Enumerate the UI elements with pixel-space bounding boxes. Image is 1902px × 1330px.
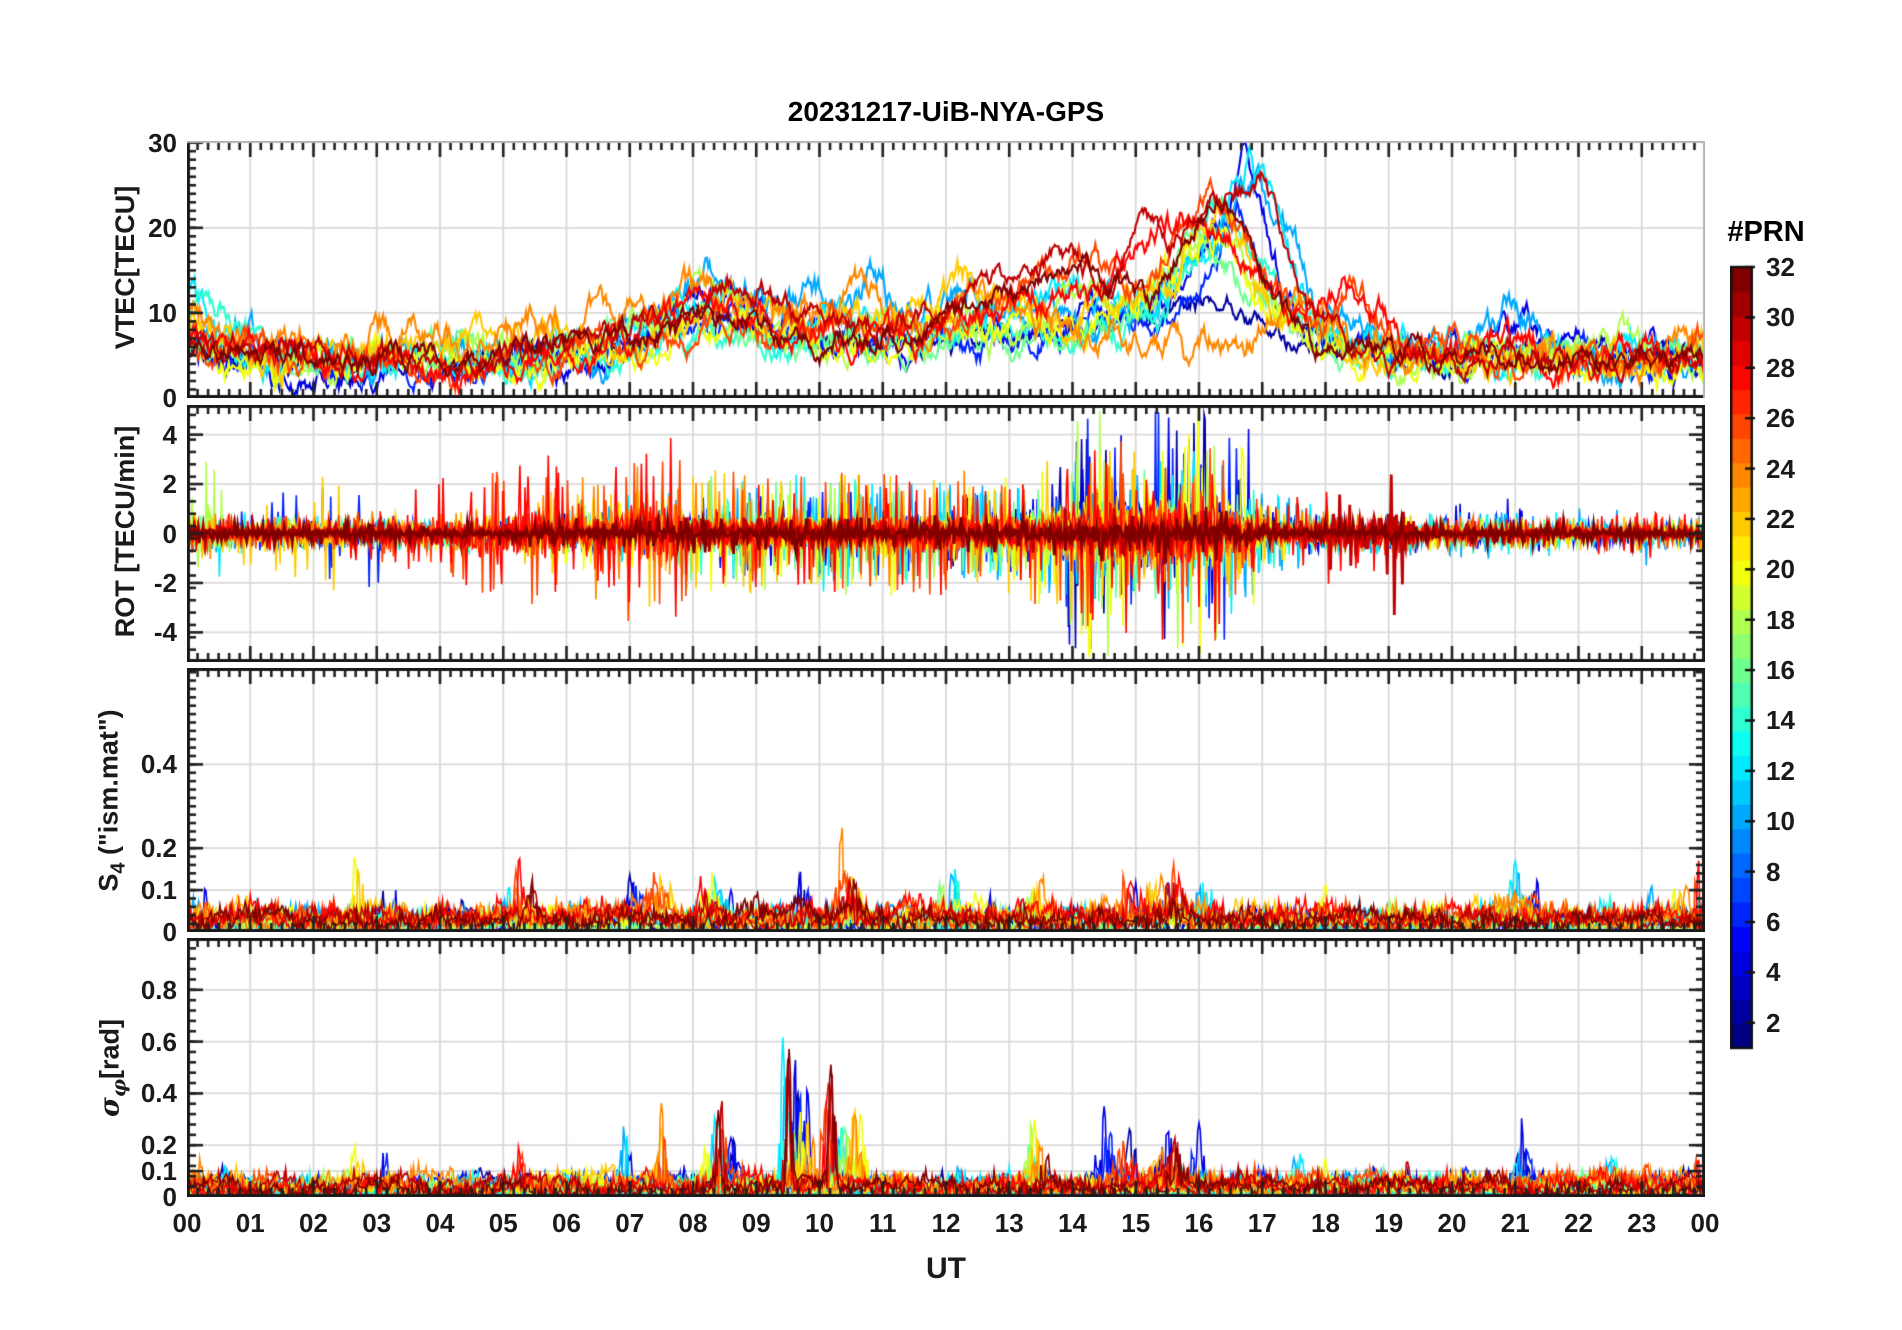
x-tick-label: 08 bbox=[678, 1208, 708, 1238]
x-tick-label: 10 bbox=[805, 1208, 834, 1238]
sigma_phi-y-tick-label: 0.8 bbox=[140, 974, 177, 1005]
x-tick-label: 23 bbox=[1627, 1208, 1657, 1238]
prn-colorbar-tick-label: 24 bbox=[1766, 453, 1795, 484]
prn-colorbar-tick-label: 20 bbox=[1766, 554, 1795, 585]
chart-title: 20231217-UiB-NYA-GPS bbox=[787, 96, 1105, 127]
sigma_phi-y-tick-label: 0 bbox=[162, 1182, 177, 1212]
vtec-y-tick-label: 0 bbox=[162, 383, 177, 413]
prn-colorbar-tick-label: 28 bbox=[1766, 352, 1795, 383]
x-tick-label: 00 bbox=[1690, 1208, 1720, 1238]
x-tick-label: 21 bbox=[1500, 1208, 1530, 1238]
prn-colorbar bbox=[1730, 264, 1767, 1051]
x-tick-label: 15 bbox=[1121, 1208, 1151, 1238]
x-tick-label: 03 bbox=[362, 1208, 392, 1238]
sigma_phi-y-tick-label: 0.2 bbox=[140, 1130, 177, 1161]
prn-colorbar-tick-label: 32 bbox=[1766, 252, 1795, 282]
vtec-y-axis-label: VTEC[TECU] bbox=[109, 185, 140, 349]
x-tick-label: 00 bbox=[172, 1208, 202, 1238]
prn-colorbar-tick-label: 6 bbox=[1766, 907, 1781, 938]
rot-panel-canvas bbox=[187, 405, 1705, 662]
prn-colorbar-tick-label: 22 bbox=[1766, 503, 1795, 534]
x-tick-label: 11 bbox=[869, 1208, 897, 1238]
sigma_phi-y-tick-label: 0.4 bbox=[140, 1078, 177, 1109]
prn-colorbar-tick-label: 18 bbox=[1766, 604, 1795, 635]
prn-colorbar-tick-label: 2 bbox=[1766, 1007, 1781, 1038]
x-axis-label: UT bbox=[926, 1252, 966, 1285]
vtec-y-tick-label: 20 bbox=[148, 212, 177, 243]
x-tick-label: 22 bbox=[1564, 1208, 1593, 1238]
s4-panel-canvas bbox=[187, 668, 1705, 932]
x-tick-label: 17 bbox=[1247, 1208, 1277, 1238]
vtec-y-tick-label: 10 bbox=[148, 297, 177, 328]
prn-colorbar-tick-label: 12 bbox=[1766, 755, 1795, 786]
s4-y-tick-label: 0 bbox=[162, 917, 177, 947]
rot-y-tick-label: 0 bbox=[162, 518, 177, 549]
x-tick-label: 02 bbox=[299, 1208, 328, 1238]
prn-colorbar-tick-label: 10 bbox=[1766, 806, 1795, 837]
prn-colorbar-tick-label: 4 bbox=[1766, 957, 1781, 988]
x-tick-label: 19 bbox=[1374, 1208, 1404, 1238]
prn-colorbar-tick-label: 26 bbox=[1766, 403, 1795, 434]
colorbar-title: #PRN bbox=[1727, 216, 1805, 248]
s4-y-tick-label: 0.2 bbox=[140, 833, 177, 864]
x-tick-label: 09 bbox=[741, 1208, 771, 1238]
vtec-panel-canvas bbox=[187, 141, 1705, 398]
rot-y-tick-label: -2 bbox=[153, 567, 177, 598]
x-tick-label: 05 bbox=[488, 1208, 518, 1238]
prn-colorbar-tick-label: 8 bbox=[1766, 856, 1781, 887]
vtec-y-tick-label: 30 bbox=[148, 127, 177, 158]
x-tick-label: 20 bbox=[1437, 1208, 1467, 1238]
sigma_phi-panel-canvas bbox=[187, 938, 1705, 1197]
prn-colorbar-tick-label: 16 bbox=[1766, 655, 1795, 686]
x-tick-label: 01 bbox=[235, 1208, 265, 1238]
x-tick-label: 16 bbox=[1184, 1208, 1214, 1238]
x-tick-label: 14 bbox=[1058, 1208, 1087, 1238]
rot-y-tick-label: -4 bbox=[153, 617, 177, 648]
x-tick-label: 07 bbox=[615, 1208, 645, 1238]
rot-y-tick-label: 2 bbox=[162, 469, 177, 500]
x-tick-label: 12 bbox=[931, 1208, 961, 1238]
x-tick-label: 06 bbox=[552, 1208, 581, 1238]
prn-colorbar-tick-label: 14 bbox=[1766, 705, 1795, 736]
x-tick-label: 04 bbox=[425, 1208, 455, 1238]
s4-y-tick-label: 0.1 bbox=[140, 875, 177, 906]
prn-colorbar-tick-label: 30 bbox=[1766, 302, 1795, 333]
sigma_phi-y-tick-label: 0.6 bbox=[140, 1026, 177, 1057]
sigma_phi-y-tick-label: 0.1 bbox=[140, 1156, 177, 1187]
x-tick-label: 13 bbox=[994, 1208, 1024, 1238]
s4-y-tick-label: 0.4 bbox=[140, 749, 177, 780]
rot-y-tick-label: 4 bbox=[162, 419, 177, 450]
x-tick-label: 18 bbox=[1311, 1208, 1340, 1238]
